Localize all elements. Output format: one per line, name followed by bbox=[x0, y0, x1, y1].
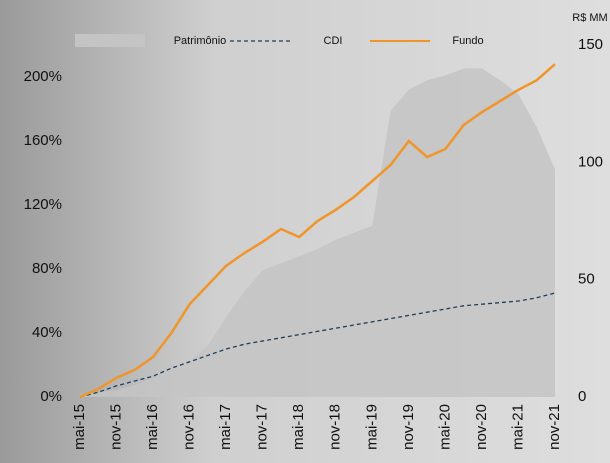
x-tick-label: nov-16 bbox=[181, 404, 198, 450]
x-tick-label: nov-18 bbox=[327, 404, 344, 450]
line bbox=[79, 292, 556, 398]
legend-label: Fundo bbox=[452, 35, 483, 47]
x-tick-label: mai-20 bbox=[436, 404, 453, 450]
y-tick-label: 200% bbox=[24, 68, 62, 85]
x-tick-label: nov-19 bbox=[400, 404, 417, 450]
y-tick-label: 80% bbox=[32, 260, 62, 277]
x-tick-label: mai-19 bbox=[363, 404, 380, 450]
x-tick-label: nov-20 bbox=[473, 404, 490, 450]
x-tick-label: mai-16 bbox=[144, 404, 161, 450]
x-tick-label: mai-21 bbox=[509, 404, 526, 450]
line bbox=[79, 63, 556, 399]
legend-label: Patrimônio bbox=[174, 35, 227, 47]
y-tick-label: 160% bbox=[24, 132, 62, 149]
area bbox=[80, 68, 555, 397]
y2-tick-label: 100 bbox=[578, 153, 603, 170]
legend-label: CDI bbox=[324, 35, 343, 47]
x-tick-label: mai-15 bbox=[71, 404, 88, 450]
y2-axis-label: R$ MM bbox=[572, 12, 607, 24]
x-tick-label: mai-17 bbox=[217, 404, 234, 450]
y2-tick-label: 150 bbox=[578, 36, 603, 53]
y-tick-label: 0% bbox=[40, 388, 62, 405]
y-tick-label: 120% bbox=[24, 196, 62, 213]
legend-swatch bbox=[75, 34, 145, 47]
x-tick-label: mai-18 bbox=[290, 404, 307, 450]
y2-tick-label: 50 bbox=[578, 271, 595, 288]
x-tick-label: nov-15 bbox=[108, 404, 125, 450]
y-tick-label: 40% bbox=[32, 324, 62, 341]
y2-tick-label: 0 bbox=[578, 388, 586, 405]
x-tick-label: nov-17 bbox=[254, 404, 271, 450]
x-tick-label: nov-21 bbox=[546, 404, 563, 450]
